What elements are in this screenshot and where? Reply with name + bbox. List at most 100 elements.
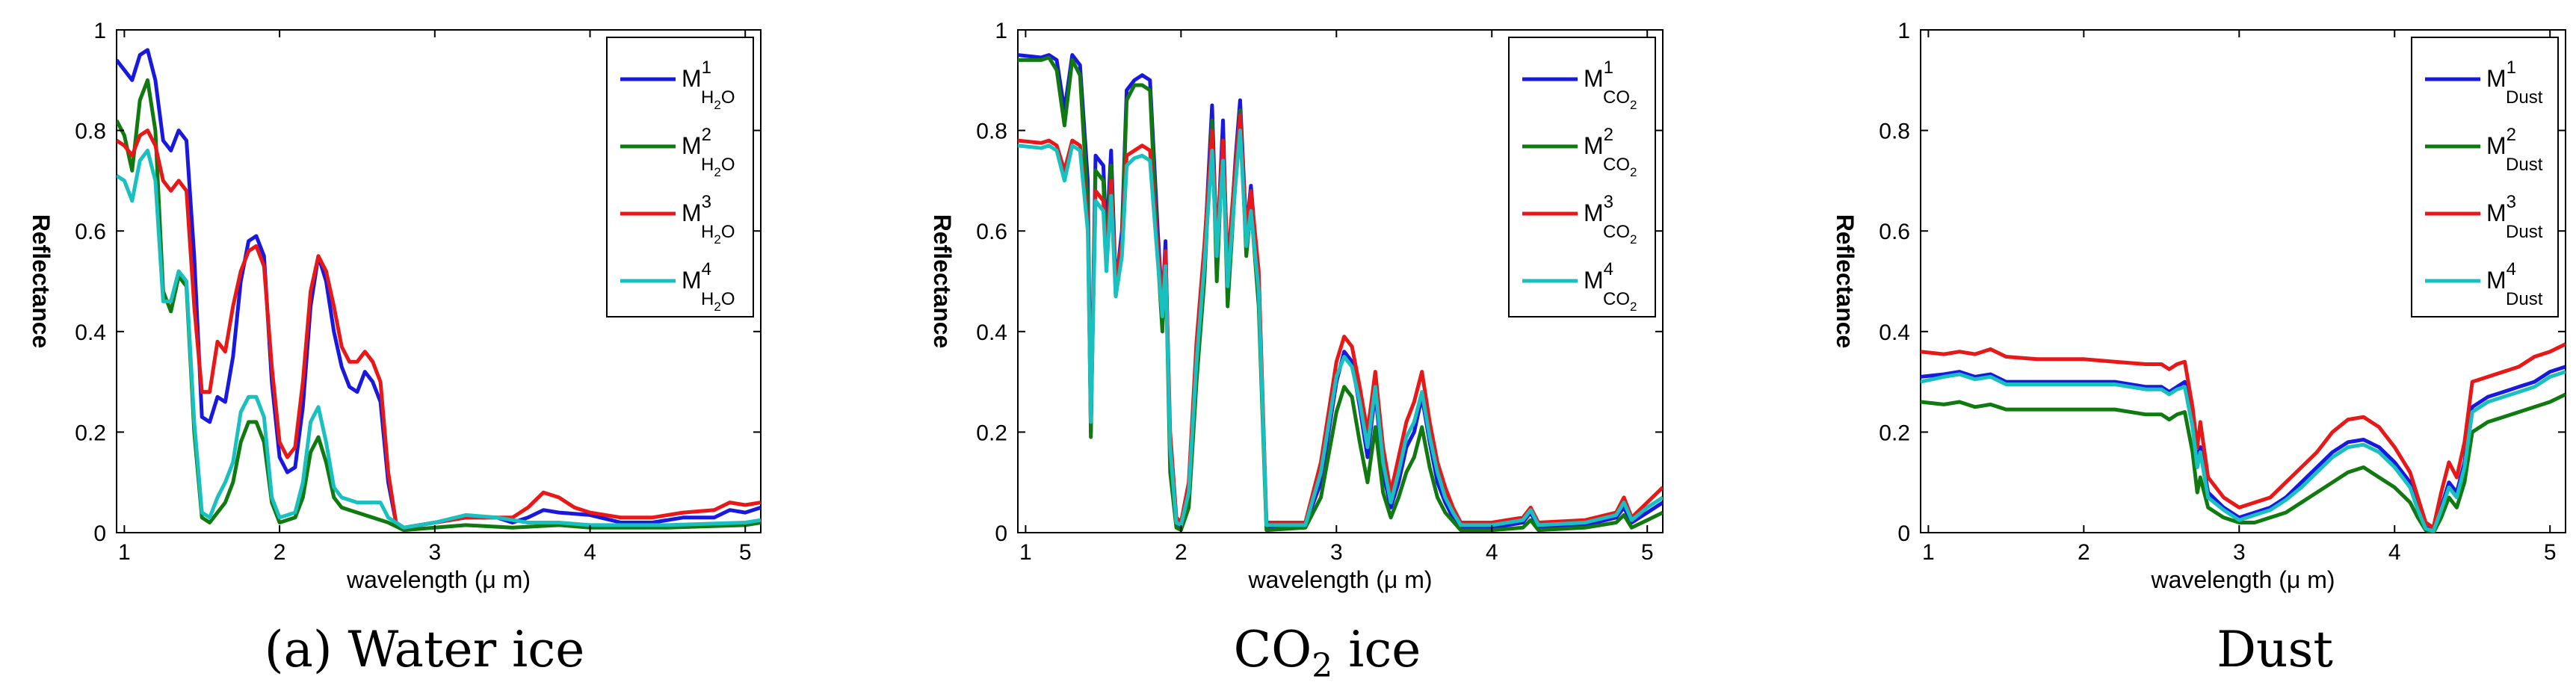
legend-base: M [1584,65,1604,92]
legend-box [2411,37,2559,317]
x-tick-label: 3 [1330,540,1343,565]
caption-main: CO [1234,621,1312,678]
legend-label: M1 Dust [2486,58,2543,108]
y-tick-label: 0.4 [75,320,106,345]
legend-sub-small: 2 [1630,232,1637,247]
x-tick-label: 1 [1019,540,1032,565]
x-tick-label: 2 [2078,540,2090,565]
x-tick-label: 2 [1175,540,1187,565]
legend-box [606,37,754,317]
y-axis-label: Reflectance [1832,214,1859,349]
y-tick-label: 0.8 [976,120,1007,144]
legend-label: M4 Dust [2486,259,2543,309]
legend-sup: 1 [702,58,711,78]
series-line-4 [1018,128,1663,527]
legend-sup: 4 [702,259,711,279]
series-group [117,48,761,533]
legend-sup: 2 [1604,125,1613,145]
legend-sub: CO [1603,222,1630,242]
legend-sub-small: 2 [714,232,720,247]
x-tick-label: 4 [2388,540,2401,565]
legend-sup: 1 [1604,58,1613,78]
legend-sub: H [701,87,714,108]
legend-sup: 2 [2506,125,2516,145]
y-tick-label: 1 [93,19,106,43]
y-tick-label: 0 [1897,521,1910,546]
legend-base: M [682,267,702,294]
series-line-4 [1921,370,2566,533]
x-axis-label: wavelength (μ m) [346,566,531,593]
legend-sup: 4 [1604,259,1613,279]
chart-panel-co2: 1 2 3 4 5 0 0.2 0.4 0.6 0.8 1 wavelength (μ m) Refle… [929,19,1664,685]
legend-sup: 3 [2506,192,2516,212]
legend-base: M [1584,267,1604,294]
legend-label: M3 CO2 [1584,192,1637,247]
legend-base: M [2486,65,2506,92]
y-tick-label: 1 [995,19,1007,43]
legend-sub: H [701,155,714,175]
legend-sub: Dust [2506,289,2543,309]
x-tick-label: 4 [584,540,596,565]
legend-label: M3 Dust [2486,192,2543,242]
panel-caption: Dust [2217,621,2333,678]
legend-base: M [2486,267,2506,294]
x-tick-label: 3 [2233,540,2246,565]
x-tick-label: 1 [118,540,131,565]
panel-caption: CO2 ice [1234,621,1421,685]
legend-sub: CO [1603,87,1630,108]
y-tick-label: 0.2 [1879,421,1910,445]
x-axis-label: wavelength (μ m) [1247,566,1432,593]
legend-sup: 3 [702,192,711,212]
legend-base: M [682,132,702,159]
legend-base: M [2486,132,2506,159]
legend-label: M4 CO2 [1584,259,1637,314]
legend-sub-small: 2 [714,300,720,314]
legend-base: M [682,199,702,226]
x-tick-label: 5 [2544,540,2557,565]
y-tick-label: 1 [1897,19,1910,43]
legend-sub-tail: O [721,87,735,108]
legend-sup: 1 [2506,58,2516,78]
y-tick-label: 0.4 [1879,320,1910,345]
legend-box [1508,37,1656,317]
legend-sub: H [701,289,714,309]
legend-sub-small: 2 [714,165,720,179]
legend-sub: CO [1603,155,1630,175]
legend-label: M1 H2O [682,58,735,112]
legend-label: M2 Dust [2486,125,2543,175]
x-axis-label: wavelength (μ m) [2150,566,2335,593]
legend-sub-small: 2 [1630,300,1637,314]
y-tick-label: 0 [93,521,106,546]
series-line-3 [1921,342,2566,530]
y-tick-label: 0.6 [976,220,1007,244]
y-tick-label: 0.4 [976,320,1007,345]
legend-label: M2 H2O [682,125,735,179]
legend-sub: H [701,222,714,242]
panel-caption: (a) Water ice [265,621,585,678]
y-tick-label: 0.6 [75,220,106,244]
caption-tail: ice [1332,621,1421,678]
y-tick-label: 0.8 [75,120,106,144]
legend-label: M3 H2O [682,192,735,247]
legend-sup: 2 [702,125,711,145]
legend-base: M [1584,199,1604,226]
series-group [1921,342,2566,533]
y-axis-label: Reflectance [28,214,55,349]
legend-base: M [2486,199,2506,226]
x-tick-label: 2 [274,540,286,565]
legend-sup: 4 [2506,259,2516,279]
chart-panel-dust: 1 2 3 4 5 0 0.2 0.4 0.6 0.8 1 wavelength (μ m) Refle… [1832,19,2566,678]
series-group [1018,53,1663,533]
y-tick-label: 0.2 [75,421,106,445]
legend-base: M [1584,132,1604,159]
y-tick-label: 0 [995,521,1007,546]
legend-label: M2 CO2 [1584,125,1637,179]
legend-sub-small: 2 [1630,165,1637,179]
x-tick-label: 4 [1486,540,1498,565]
legend-base: M [682,65,702,92]
